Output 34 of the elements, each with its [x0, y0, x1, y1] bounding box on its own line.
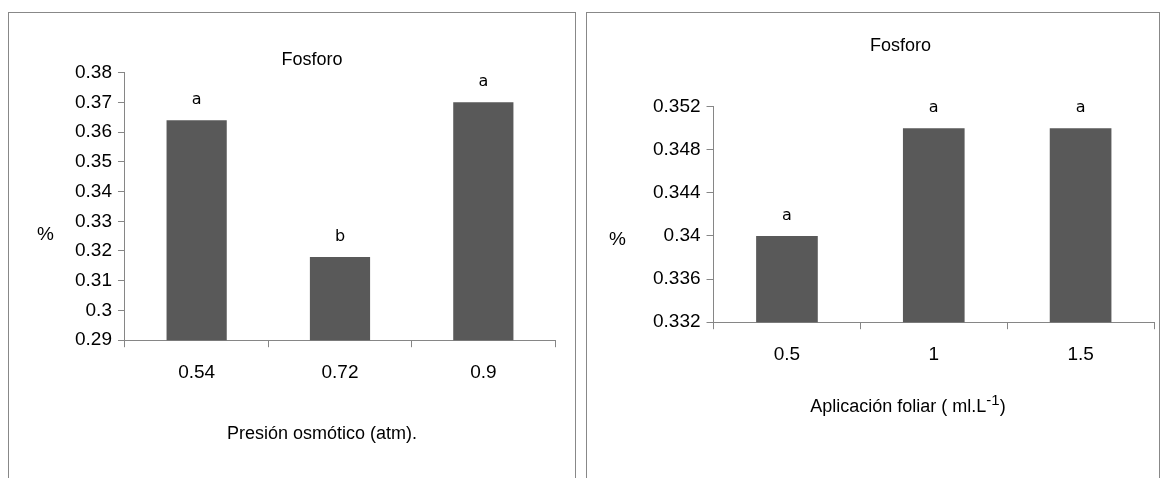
- y-tick-label: 0.34: [663, 224, 701, 246]
- y-tick-label: 0.336: [653, 267, 701, 289]
- annotation: a: [1075, 97, 1086, 117]
- x-tick-label: 0.72: [321, 360, 359, 382]
- y-tick-label: 0.352: [653, 94, 701, 116]
- y-axis-title: %: [609, 228, 626, 250]
- y-tick-label: 0.348: [653, 137, 701, 159]
- y-tick-label: 0.35: [75, 150, 112, 172]
- x-tick-label: 1.5: [1067, 342, 1094, 364]
- x-axis-title: Aplicación foliar ( ml.L$^{-1}$): [809, 391, 1007, 417]
- y-tick-label: 0.344: [653, 181, 701, 203]
- y-tick-label: 0.32: [75, 239, 112, 261]
- x-tick-label: 0.5: [773, 342, 801, 364]
- annotation: a: [478, 71, 489, 91]
- y-tick-label: 0.31: [75, 268, 112, 290]
- y-tick-label: 0.332: [653, 310, 701, 332]
- y-tick-label: 0.38: [75, 60, 112, 82]
- x-axis-title: Presión osmótico (atm).: [225, 423, 419, 444]
- annotation: a: [191, 89, 202, 109]
- x-tick-label: 0.54: [178, 360, 216, 382]
- chart-title: Fosforo: [869, 34, 932, 55]
- chart-title: Fosforo: [281, 48, 343, 69]
- y-tick-label: 0.36: [75, 120, 112, 142]
- y-tick-label: 0.29: [75, 328, 112, 350]
- y-tick-label: 0.33: [75, 209, 112, 231]
- y-tick-label: 0.37: [75, 90, 112, 112]
- annotation: a: [782, 205, 792, 225]
- y-tick-label: 0.34: [75, 179, 113, 201]
- x-tick-label: 1: [928, 342, 940, 364]
- y-axis-title: %: [37, 223, 54, 245]
- annotation: b: [334, 226, 346, 246]
- annotation: a: [928, 97, 939, 117]
- x-tick-label: 0.9: [470, 360, 497, 382]
- y-tick-label: 0.3: [85, 298, 112, 320]
